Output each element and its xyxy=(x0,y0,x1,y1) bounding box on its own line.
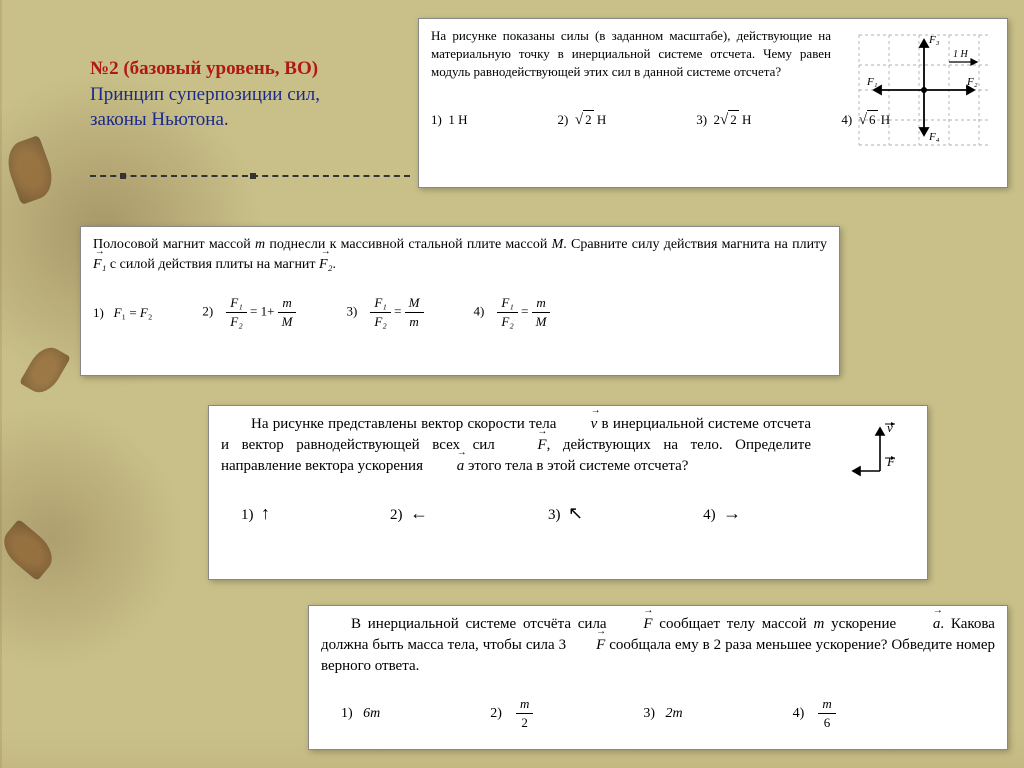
svg-text:v: v xyxy=(887,420,893,435)
problem-3-answers: 1) ↑ 2) ← 3) ↖ 4) → xyxy=(221,501,915,526)
svg-text:F₄: F₄ xyxy=(928,131,940,143)
force-diagram: F₁ F₂ F₃ F₄ 1 Н xyxy=(849,25,999,155)
problem-1-text: На рисунке показаны силы (в заданном мас… xyxy=(431,27,831,82)
answer-option[interactable]: 3) ↖ xyxy=(548,501,583,526)
title-line-1: №2 (базовый уровень, ВО) xyxy=(90,56,320,82)
answer-option[interactable]: 2) F₁F₂ = 1+ mM xyxy=(202,294,296,331)
svg-text:1 Н: 1 Н xyxy=(953,49,969,60)
answer-option[interactable]: 3) F₁F₂ = Mm xyxy=(347,294,424,331)
answer-option[interactable]: 2) 2 Н xyxy=(557,110,606,131)
title-line-3: законы Ньютона. xyxy=(90,107,320,133)
svg-text:F₁: F₁ xyxy=(866,76,878,88)
slide-title: №2 (базовый уровень, ВО) Принцип суперпо… xyxy=(90,56,320,133)
answer-option[interactable]: 3) 22 Н xyxy=(696,110,751,131)
answer-option[interactable]: 4) → xyxy=(703,501,741,526)
title-line-2: Принцип суперпозиции сил, xyxy=(90,82,320,108)
problem-2-answers: 1) F₁ = F₂ 2) F₁F₂ = 1+ mM 3) F₁F₂ = Mm … xyxy=(93,294,827,331)
problem-card-4: В инерциальной системе отсчёта сила F со… xyxy=(308,605,1008,750)
answer-option[interactable]: 1) F₁ = F₂ xyxy=(93,304,152,322)
answer-option[interactable]: 4) m6 xyxy=(793,695,836,732)
problem-2-text: Полосовой магнит массой m поднесли к мас… xyxy=(93,235,827,274)
decorative-dash-line xyxy=(90,175,410,177)
answer-option[interactable]: 1) 6m xyxy=(341,704,380,724)
answer-option[interactable]: 1) ↑ xyxy=(241,501,270,526)
problem-4-answers: 1) 6m 2) m2 3) 2m 4) m6 xyxy=(321,695,995,732)
answer-option[interactable]: 2) m2 xyxy=(490,695,533,732)
answer-option[interactable]: 1) 1 Н xyxy=(431,111,467,129)
velocity-force-diagram: v F xyxy=(845,416,915,496)
answer-option[interactable]: 2) ← xyxy=(390,501,428,526)
problem-card-2: Полосовой магнит массой m поднесли к мас… xyxy=(80,226,840,376)
problem-card-3: На рисунке представлены вектор скорости … xyxy=(208,405,928,580)
answer-option[interactable]: 3) 2m xyxy=(643,704,682,724)
answer-option[interactable]: 4) F₁F₂ = mM xyxy=(474,294,551,331)
problem-3-text: На рисунке представлены вектор скорости … xyxy=(221,414,811,477)
problem-4-text: В инерциальной системе отсчёта сила F со… xyxy=(321,614,995,677)
svg-text:F₃: F₃ xyxy=(928,34,940,46)
svg-text:F₂: F₂ xyxy=(966,76,978,88)
problem-card-1: На рисунке показаны силы (в заданном мас… xyxy=(418,18,1008,188)
